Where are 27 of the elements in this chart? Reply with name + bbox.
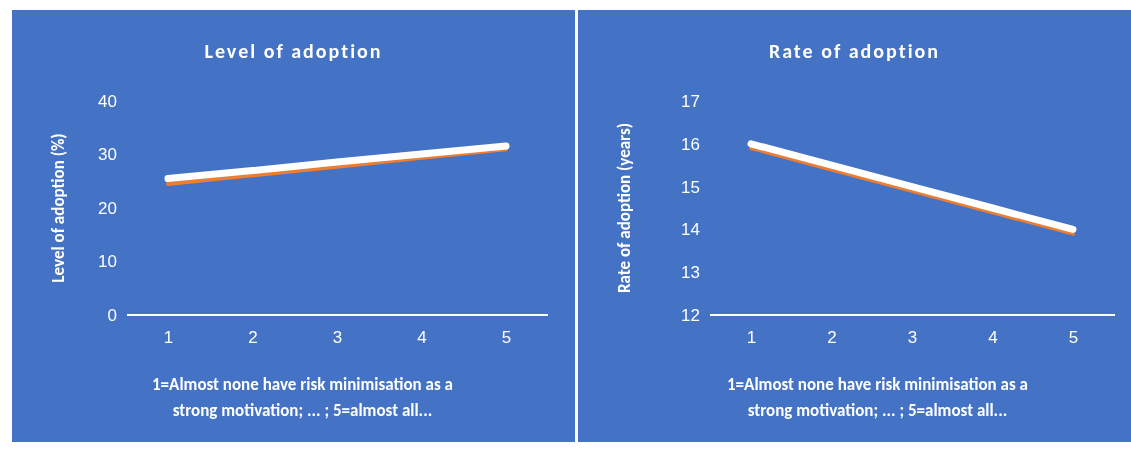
y-tick-label: 30 xyxy=(98,145,117,165)
x-tick-label: 4 xyxy=(417,328,427,348)
x-axis-title: 1=Almost none have risk minimisation as a strong motivation; ... ; 5=almost all... xyxy=(152,374,453,421)
y-tick-label: 40 xyxy=(98,91,117,111)
x-tick-label: 2 xyxy=(248,328,258,348)
y-tick-label: 0 xyxy=(107,305,117,325)
y-axis-title: Rate of adoption (years) xyxy=(614,122,635,294)
y-tick-label: 16 xyxy=(681,134,700,154)
y-tick-label: 10 xyxy=(98,252,117,272)
y-tick-label: 15 xyxy=(681,177,700,197)
y-axis-title: Level of adoption (%) xyxy=(48,133,69,283)
y-tick-label: 13 xyxy=(681,263,700,283)
x-tick-label: 3 xyxy=(907,328,918,348)
chart-title: Rate of adoption xyxy=(768,39,941,63)
x-tick-label: 5 xyxy=(501,328,512,348)
y-tick-label: 12 xyxy=(681,305,700,325)
y-tick-label: 14 xyxy=(681,220,700,240)
x-tick-label: 1 xyxy=(163,328,174,348)
x-tick-label: 1 xyxy=(746,328,757,348)
chart-title: Level of adoption xyxy=(204,39,383,63)
y-tick-label: 20 xyxy=(98,198,117,218)
x-tick-label: 4 xyxy=(988,328,998,348)
x-tick-label: 5 xyxy=(1068,328,1079,348)
x-tick-label: 3 xyxy=(332,328,343,348)
x-tick-label: 2 xyxy=(827,328,837,348)
x-axis-title: 1=Almost none have risk minimisation as a strong motivation; ... ; 5=almost all... xyxy=(727,374,1028,421)
y-tick-label: 17 xyxy=(681,91,700,111)
